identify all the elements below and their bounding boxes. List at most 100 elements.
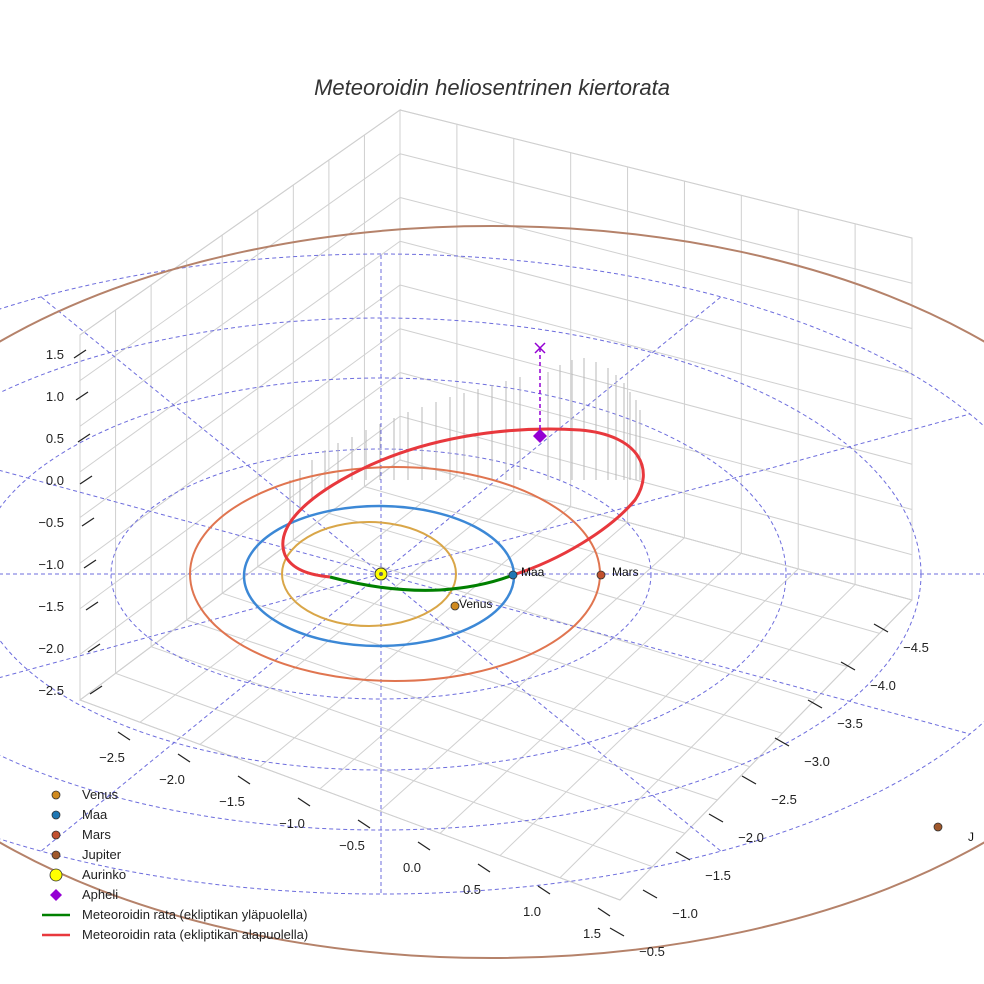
x-axis: −2.5 −2.0 −1.5 −1.0 −0.5 0.0 0.5 1.0 1.5 <box>99 731 611 941</box>
grid-line <box>150 646 686 834</box>
legend-marker <box>51 830 61 840</box>
grid-line <box>399 459 913 601</box>
legend-item: Meteoroidin rata (ekliptikan alapuolella… <box>42 927 308 942</box>
grid-line <box>328 512 848 668</box>
legend-marker <box>51 810 61 820</box>
x-tick-mark <box>477 863 491 873</box>
legend-label: Meteoroidin rata (ekliptikan yläpuolella… <box>82 907 307 922</box>
legend-label: Mars <box>82 827 111 842</box>
x-tick-mark <box>237 775 251 785</box>
venus-label: Venus <box>459 597 492 611</box>
venus-planet <box>450 601 460 611</box>
legend-item: Aurinko <box>49 867 126 882</box>
jupiter-planet <box>933 822 943 832</box>
y-tick-mark <box>708 813 724 823</box>
legend-marker <box>51 790 61 800</box>
legend-item: Meteoroidin rata (ekliptikan yläpuolella… <box>42 907 307 922</box>
reference-radial <box>40 573 382 852</box>
legend-item: Jupiter <box>51 847 122 862</box>
y-tick-label: −3.5 <box>837 716 863 731</box>
x-tick-label: 0.0 <box>403 860 421 875</box>
y-tick-mark <box>807 699 823 709</box>
jupiter-orbit <box>0 225 984 959</box>
grid-line <box>222 592 750 768</box>
x-tick-mark <box>417 841 431 851</box>
grid-line <box>399 372 913 510</box>
z-tick-mark <box>75 391 89 401</box>
grid-line <box>139 475 458 723</box>
x-tick-label: −1.0 <box>279 816 305 831</box>
reference-radial <box>380 413 971 575</box>
grid-line <box>257 566 783 734</box>
x-tick-mark <box>597 907 611 917</box>
grid-line <box>79 240 401 473</box>
grid-line <box>79 459 401 701</box>
grid-line <box>399 284 913 420</box>
maa-label: Maa <box>521 565 545 579</box>
grid-line <box>399 415 913 556</box>
x-tick-label: 1.5 <box>583 926 601 941</box>
legend: Venus Maa Mars Jupiter Aurinko Apheli Meteoroi… <box>42 787 308 942</box>
grid-line <box>319 521 628 790</box>
grid-line <box>79 415 401 655</box>
y-tick-label: −0.5 <box>639 944 665 959</box>
y-tick-mark <box>609 927 625 937</box>
x-tick-label: 0.5 <box>463 882 481 897</box>
grid-line <box>379 537 685 812</box>
legend-label: Maa <box>82 807 108 822</box>
y-tick-label: −2.0 <box>738 830 764 845</box>
grid-line <box>559 584 856 879</box>
z-tick-label: 0.5 <box>46 431 64 446</box>
grid-line <box>79 109 401 336</box>
legend-marker <box>51 850 61 860</box>
grid-line <box>499 568 799 856</box>
grid-line <box>399 109 913 239</box>
z-tick-mark <box>77 433 91 443</box>
grid-line <box>79 699 621 901</box>
reference-radial <box>40 296 382 575</box>
sun-marker <box>374 567 388 581</box>
z-tick-label: −0.5 <box>38 515 64 530</box>
reference-radial <box>380 573 971 735</box>
ecliptic-reference-grid <box>0 253 984 895</box>
legend-label: Venus <box>82 787 119 802</box>
y-tick-label: −1.5 <box>705 868 731 883</box>
z-tick-mark <box>89 685 103 695</box>
grid-line <box>79 153 401 382</box>
meteoroid-orbit-below-ecliptic <box>281 427 645 579</box>
meteoroid-orbit-above-ecliptic <box>329 573 514 592</box>
x-tick-label: −2.5 <box>99 750 125 765</box>
grid-line <box>79 372 401 610</box>
x-tick-label: −2.0 <box>159 772 185 787</box>
grid-line <box>364 486 880 634</box>
x-tick-mark <box>117 731 131 741</box>
legend-item: Mars <box>51 827 111 842</box>
z-tick-label: 1.0 <box>46 389 64 404</box>
legend-item: Venus <box>51 787 119 802</box>
x-tick-mark <box>537 885 551 895</box>
x-tick-mark <box>297 797 311 807</box>
legend-marker <box>50 889 62 901</box>
y-tick-mark <box>873 623 889 633</box>
grid-line <box>79 284 401 518</box>
y-tick-mark <box>642 889 658 899</box>
reference-radial <box>380 296 722 575</box>
orbit-drop-lines <box>289 358 641 520</box>
reference-radial <box>0 573 382 679</box>
y-tick-mark <box>675 851 691 861</box>
z-tick-mark <box>85 601 99 611</box>
grid-line <box>399 197 913 329</box>
y-tick-label: −3.0 <box>804 754 830 769</box>
y-tick-label: −4.0 <box>870 678 896 693</box>
z-tick-label: −1.5 <box>38 599 64 614</box>
z-tick-mark <box>73 349 87 359</box>
grid-line <box>259 506 571 768</box>
z-tick-mark <box>81 517 95 527</box>
z-tick-label: −1.0 <box>38 557 64 572</box>
aphelion-projection-marker <box>534 342 546 354</box>
grid-line <box>79 328 401 564</box>
x-tick-mark <box>357 819 371 829</box>
axes-box-grid <box>79 109 913 901</box>
legend-label: Jupiter <box>82 847 122 862</box>
